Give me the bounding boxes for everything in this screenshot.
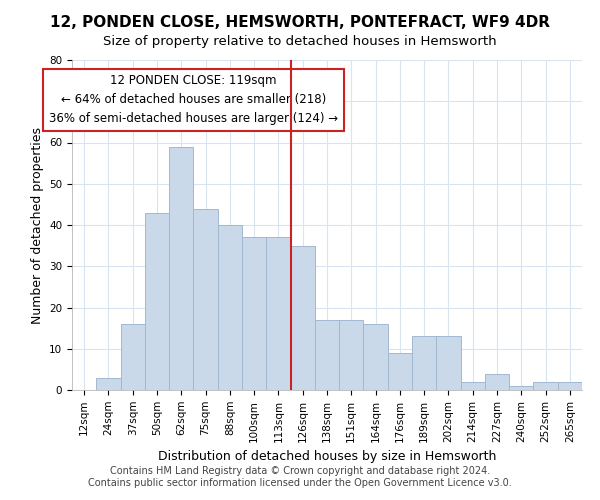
- Bar: [412, 336, 436, 390]
- Bar: [242, 238, 266, 390]
- Bar: [96, 378, 121, 390]
- Bar: [145, 212, 169, 390]
- Bar: [266, 238, 290, 390]
- Bar: [485, 374, 509, 390]
- Bar: [290, 246, 315, 390]
- Text: Contains HM Land Registry data © Crown copyright and database right 2024.
Contai: Contains HM Land Registry data © Crown c…: [88, 466, 512, 487]
- Bar: [509, 386, 533, 390]
- Bar: [218, 225, 242, 390]
- Bar: [339, 320, 364, 390]
- Bar: [436, 336, 461, 390]
- Bar: [364, 324, 388, 390]
- Text: 12, PONDEN CLOSE, HEMSWORTH, PONTEFRACT, WF9 4DR: 12, PONDEN CLOSE, HEMSWORTH, PONTEFRACT,…: [50, 15, 550, 30]
- Y-axis label: Number of detached properties: Number of detached properties: [31, 126, 44, 324]
- Bar: [558, 382, 582, 390]
- Bar: [193, 208, 218, 390]
- Text: Size of property relative to detached houses in Hemsworth: Size of property relative to detached ho…: [103, 35, 497, 48]
- Bar: [315, 320, 339, 390]
- Bar: [388, 353, 412, 390]
- X-axis label: Distribution of detached houses by size in Hemsworth: Distribution of detached houses by size …: [158, 450, 496, 463]
- Text: 12 PONDEN CLOSE: 119sqm
← 64% of detached houses are smaller (218)
36% of semi-d: 12 PONDEN CLOSE: 119sqm ← 64% of detache…: [49, 74, 338, 126]
- Bar: [461, 382, 485, 390]
- Bar: [121, 324, 145, 390]
- Bar: [169, 146, 193, 390]
- Bar: [533, 382, 558, 390]
